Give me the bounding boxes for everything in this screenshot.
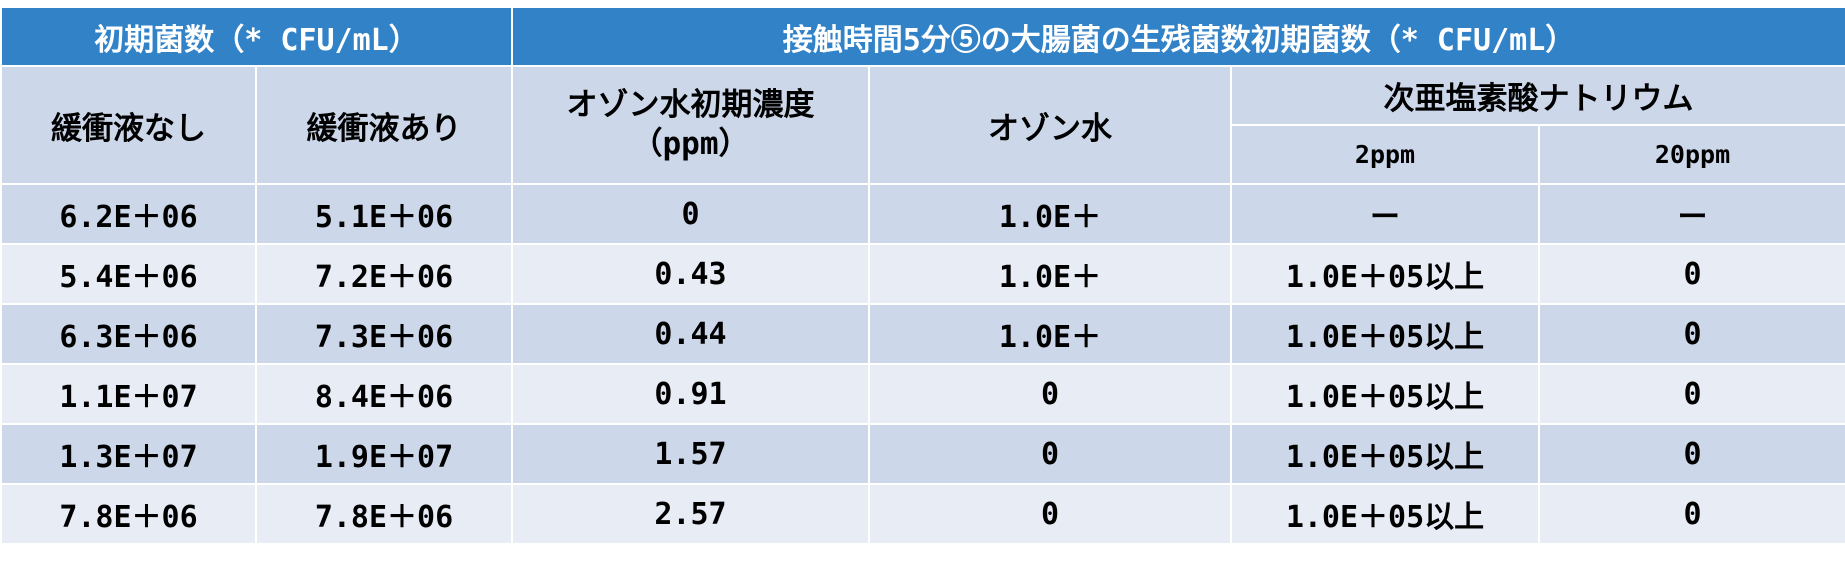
title-row: 初期菌数（* CFU/mL） 接触時間5分⑤の大腸菌の生残菌数初期菌数（* CF… [0, 6, 1845, 67]
hypochlorite-header: 次亜塩素酸ナトリウム [1230, 65, 1845, 126]
ozone-initial-cell: 2.57 [511, 483, 870, 545]
table-row: 6.3E＋06 7.3E＋06 0.44 1.0E＋ 1.0E＋05以上 0 [0, 303, 1845, 365]
ozone-water-cell: 1.0E＋ [868, 183, 1232, 245]
hypochlorite-2ppm-cell: ー [1230, 183, 1540, 245]
table-row: 6.2E＋06 5.1E＋06 0 1.0E＋ ー ー [0, 183, 1845, 245]
ozone-water-cell: 0 [868, 483, 1232, 545]
hypochlorite-2ppm-cell: 1.0E＋05以上 [1230, 303, 1540, 365]
with-buffer-header: 緩衝液あり [255, 65, 513, 185]
hypochlorite-20ppm-cell: 0 [1538, 483, 1845, 545]
table-row: 5.4E＋06 7.2E＋06 0.43 1.0E＋ 1.0E＋05以上 0 [0, 243, 1845, 305]
with-buffer-cell: 5.1E＋06 [255, 183, 513, 245]
results-table: 初期菌数（* CFU/mL） 接触時間5分⑤の大腸菌の生残菌数初期菌数（* CF… [0, 6, 1845, 545]
hypochlorite-20ppm-cell: 0 [1538, 243, 1845, 305]
ozone-initial-concentration-label: オゾン水初期濃度 [566, 87, 815, 124]
table-row: 1.3E＋07 1.9E＋07 1.57 0 1.0E＋05以上 0 [0, 423, 1845, 485]
table-row: 1.1E＋07 8.4E＋06 0.91 0 1.0E＋05以上 0 [0, 363, 1845, 425]
no-buffer-cell: 1.3E＋07 [0, 423, 257, 485]
ozone-initial-cell: 0.44 [511, 303, 870, 365]
no-buffer-cell: 5.4E＋06 [0, 243, 257, 305]
ozone-initial-cell: 0.43 [511, 243, 870, 305]
ozone-water-cell: 0 [868, 423, 1232, 485]
hypochlorite-20ppm-header: 20ppm [1538, 124, 1845, 185]
ozone-initial-concentration-unit: （ppm） [631, 126, 750, 162]
no-buffer-cell: 6.2E＋06 [0, 183, 257, 245]
hypochlorite-20ppm-cell: ー [1538, 183, 1845, 245]
hypochlorite-2ppm-cell: 1.0E＋05以上 [1230, 423, 1540, 485]
hypochlorite-2ppm-cell: 1.0E＋05以上 [1230, 483, 1540, 545]
hypochlorite-20ppm-cell: 0 [1538, 363, 1845, 425]
hypochlorite-2ppm-header: 2ppm [1230, 124, 1540, 185]
survivor-count-header: 接触時間5分⑤の大腸菌の生残菌数初期菌数（* CFU/mL） [511, 6, 1845, 67]
no-buffer-header: 緩衝液なし [0, 65, 257, 185]
ozone-initial-cell: 0.91 [511, 363, 870, 425]
hypochlorite-2ppm-cell: 1.0E＋05以上 [1230, 363, 1540, 425]
with-buffer-cell: 7.8E＋06 [255, 483, 513, 545]
ozone-initial-cell: 1.57 [511, 423, 870, 485]
with-buffer-cell: 7.2E＋06 [255, 243, 513, 305]
with-buffer-cell: 1.9E＋07 [255, 423, 513, 485]
ozone-water-cell: 1.0E＋ [868, 303, 1232, 365]
with-buffer-cell: 8.4E＋06 [255, 363, 513, 425]
ozone-water-cell: 1.0E＋ [868, 243, 1232, 305]
hypochlorite-20ppm-cell: 0 [1538, 303, 1845, 365]
hypochlorite-20ppm-cell: 0 [1538, 423, 1845, 485]
no-buffer-cell: 7.8E＋06 [0, 483, 257, 545]
concentration-header-row: 2ppm 20ppm [1, 124, 1845, 185]
table-row: 7.8E＋06 7.8E＋06 2.57 0 1.0E＋05以上 0 [0, 483, 1845, 545]
with-buffer-cell: 7.3E＋06 [255, 303, 513, 365]
ozone-water-header: オゾン水 [868, 65, 1232, 185]
ozone-initial-concentration-header: オゾン水初期濃度 （ppm） [511, 65, 870, 185]
ozone-water-cell: 0 [868, 363, 1232, 425]
initial-count-header: 初期菌数（* CFU/mL） [0, 6, 513, 67]
no-buffer-cell: 1.1E＋07 [0, 363, 257, 425]
no-buffer-cell: 6.3E＋06 [0, 303, 257, 365]
hypochlorite-2ppm-cell: 1.0E＋05以上 [1230, 243, 1540, 305]
column-header-row: 緩衝液なし 緩衝液あり オゾン水初期濃度 （ppm） オゾン水 次亜塩素酸ナトリ… [0, 65, 1845, 185]
ozone-initial-cell: 0 [511, 183, 870, 245]
